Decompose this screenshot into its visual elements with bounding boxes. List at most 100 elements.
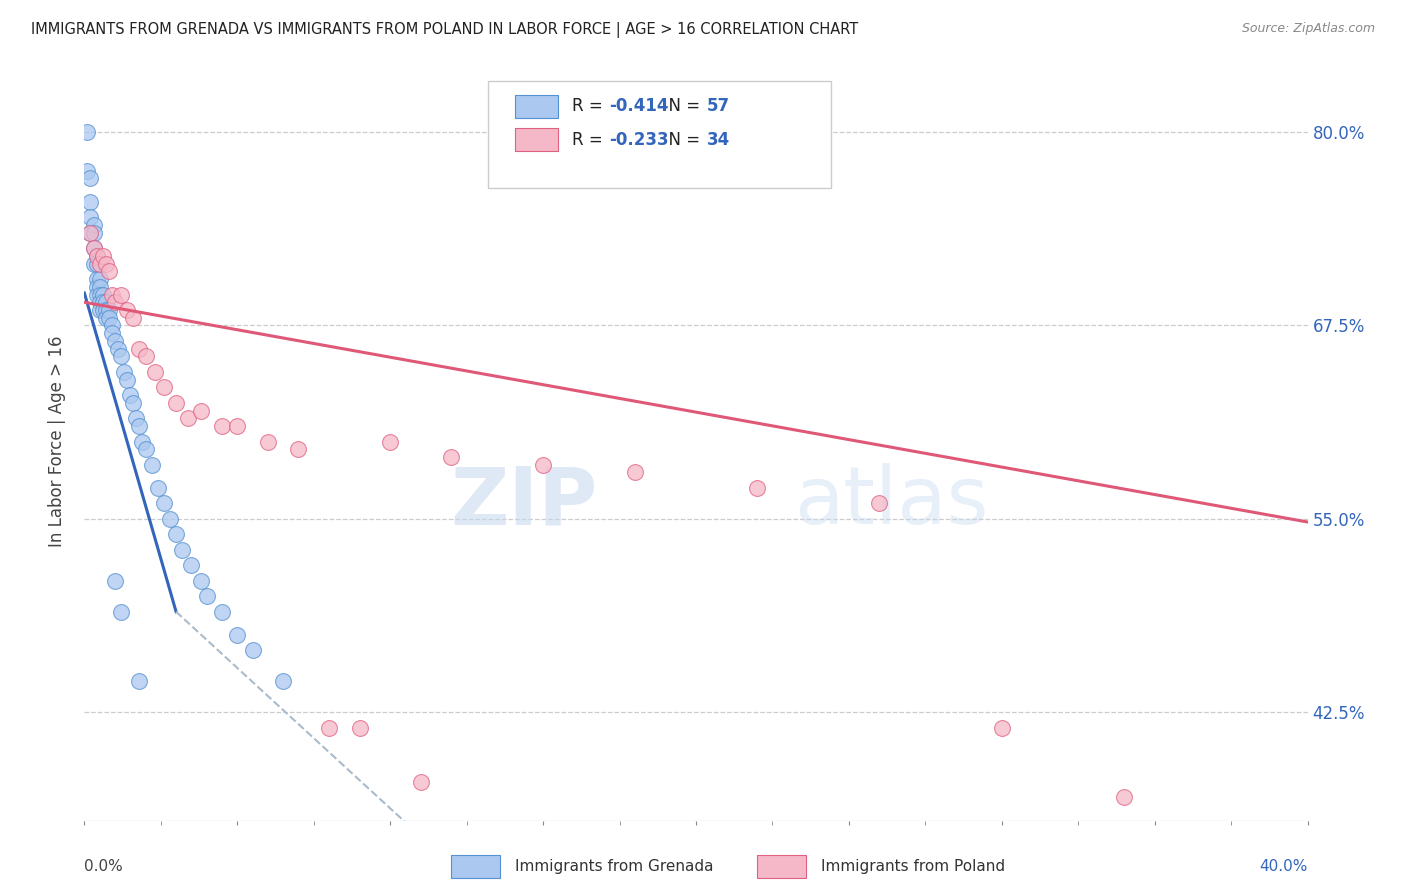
- Point: [318, 721, 340, 735]
- Point: [89, 303, 111, 318]
- Point: [97, 303, 120, 318]
- FancyBboxPatch shape: [758, 855, 806, 878]
- Point: [190, 574, 212, 588]
- Text: Source: ZipAtlas.com: Source: ZipAtlas.com: [1241, 22, 1375, 36]
- Point: [89, 257, 111, 271]
- Point: [440, 450, 463, 464]
- Point: [104, 334, 127, 348]
- Text: 34: 34: [707, 131, 730, 149]
- Point: [165, 396, 187, 410]
- Point: [349, 721, 371, 735]
- Point: [94, 257, 117, 271]
- Text: R =: R =: [572, 131, 609, 149]
- Point: [86, 280, 108, 294]
- Point: [110, 287, 132, 301]
- Text: atlas: atlas: [794, 463, 988, 541]
- Point: [165, 527, 187, 541]
- Point: [122, 396, 145, 410]
- Text: N =: N =: [658, 131, 706, 149]
- Point: [128, 419, 150, 434]
- Point: [86, 257, 108, 271]
- Point: [409, 775, 432, 789]
- Point: [128, 342, 150, 356]
- Text: -0.233: -0.233: [609, 131, 669, 149]
- Point: [624, 466, 647, 480]
- Point: [991, 721, 1014, 735]
- Point: [94, 295, 117, 310]
- Point: [190, 403, 212, 417]
- Point: [91, 303, 114, 318]
- Point: [83, 241, 105, 255]
- Point: [91, 249, 114, 263]
- Point: [172, 542, 194, 557]
- Point: [143, 365, 166, 379]
- Point: [104, 574, 127, 588]
- Point: [135, 350, 157, 364]
- Point: [211, 419, 233, 434]
- Point: [94, 303, 117, 318]
- FancyBboxPatch shape: [515, 128, 558, 151]
- Point: [79, 171, 101, 186]
- Point: [141, 458, 163, 472]
- Point: [83, 257, 105, 271]
- Text: ZIP: ZIP: [451, 463, 598, 541]
- Point: [112, 365, 135, 379]
- Text: Immigrants from Grenada: Immigrants from Grenada: [515, 859, 713, 873]
- Point: [83, 241, 105, 255]
- Text: -0.414: -0.414: [609, 97, 669, 115]
- Point: [86, 249, 108, 263]
- Text: 57: 57: [707, 97, 730, 115]
- Y-axis label: In Labor Force | Age > 16: In Labor Force | Age > 16: [48, 335, 66, 548]
- Point: [122, 310, 145, 325]
- Point: [1114, 790, 1136, 805]
- Point: [115, 303, 138, 318]
- Text: IMMIGRANTS FROM GRENADA VS IMMIGRANTS FROM POLAND IN LABOR FORCE | AGE > 16 CORR: IMMIGRANTS FROM GRENADA VS IMMIGRANTS FR…: [31, 22, 858, 38]
- Point: [135, 442, 157, 457]
- Point: [86, 287, 108, 301]
- FancyBboxPatch shape: [515, 95, 558, 118]
- Point: [91, 295, 114, 310]
- Point: [89, 295, 111, 310]
- Point: [211, 605, 233, 619]
- Point: [94, 310, 117, 325]
- Point: [89, 287, 111, 301]
- Point: [128, 674, 150, 689]
- Point: [159, 512, 181, 526]
- Point: [79, 210, 101, 224]
- Point: [101, 287, 124, 301]
- Point: [271, 674, 294, 689]
- Point: [76, 125, 98, 139]
- Point: [177, 411, 200, 425]
- Point: [110, 350, 132, 364]
- Point: [146, 481, 169, 495]
- Point: [76, 163, 98, 178]
- Point: [115, 373, 138, 387]
- Point: [380, 434, 402, 449]
- Point: [110, 605, 132, 619]
- FancyBboxPatch shape: [488, 81, 831, 187]
- Point: [257, 434, 280, 449]
- Point: [97, 310, 120, 325]
- Point: [101, 318, 124, 333]
- Text: 0.0%: 0.0%: [84, 859, 124, 874]
- Point: [89, 272, 111, 286]
- Point: [287, 442, 309, 457]
- Point: [120, 388, 142, 402]
- Text: 40.0%: 40.0%: [1260, 859, 1308, 874]
- Point: [869, 496, 891, 510]
- Point: [79, 226, 101, 240]
- Point: [89, 280, 111, 294]
- Point: [86, 272, 108, 286]
- Point: [79, 226, 101, 240]
- Point: [104, 295, 127, 310]
- Point: [226, 628, 249, 642]
- Point: [195, 589, 218, 603]
- Point: [180, 558, 202, 573]
- Point: [153, 496, 176, 510]
- Point: [131, 434, 153, 449]
- Point: [101, 326, 124, 341]
- Point: [86, 249, 108, 263]
- Text: R =: R =: [572, 97, 609, 115]
- Text: N =: N =: [658, 97, 706, 115]
- Point: [125, 411, 148, 425]
